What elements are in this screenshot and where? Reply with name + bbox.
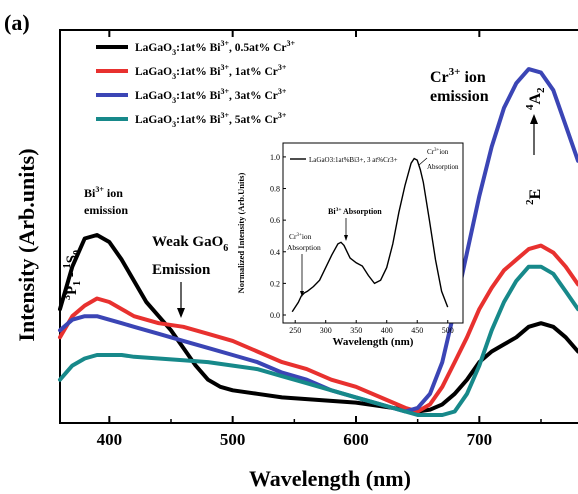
- inset-bi-label: Bi3+ Absorption: [328, 207, 382, 216]
- plot-border: [59, 29, 578, 424]
- panel-label: (a): [4, 10, 30, 35]
- x-tick-label: 500: [220, 430, 246, 449]
- legend-label-1: LaGaO3:1at% Bi3+, 0.5at% Cr3+: [135, 39, 296, 57]
- weak-gao6-label: Weak GaO6: [152, 234, 228, 254]
- inset-x-tick-label: 350: [350, 326, 362, 335]
- inset-y-tick-label: 0.8: [270, 185, 280, 194]
- x-axis-ticks: 400 500 600 700: [97, 30, 542, 449]
- cr-transition-arrowhead: [530, 114, 538, 124]
- inset-x-tick-label: 400: [381, 326, 393, 335]
- x-tick-label: 400: [97, 430, 123, 449]
- inset-y-axis-title: Normalized Intensity (Arb.Units): [236, 173, 246, 294]
- inset-x-axis-ticks: 250 300 350 400 450 500: [289, 320, 454, 335]
- cr-transition-target: 4A2: [524, 87, 547, 110]
- legend-label-2: LaGaO3:1at% Bi3+, 1at% Cr3+: [135, 63, 287, 81]
- inset-series-line: [291, 157, 449, 313]
- weak-emission-arrowhead: [177, 308, 185, 318]
- inset-legend-label: LaGaO3:1at%Bi3+, 3 at%Cr3+: [309, 156, 398, 164]
- y-axis-title: Intensity (Arb.units): [14, 148, 39, 341]
- series-lines: [58, 67, 578, 417]
- inset-y-tick-label: 0.4: [270, 248, 280, 257]
- bi-emission-label: emission: [84, 203, 128, 217]
- cr-transition-label: 2E: [524, 189, 544, 205]
- bi-ion-label: Bi3+ ion: [84, 185, 123, 200]
- inset-frame: [282, 142, 464, 324]
- inset-y-tick-label: 0.6: [270, 216, 280, 225]
- inset-cr-high-label-2: Absorption: [427, 163, 459, 171]
- inset-x-tick-label: 250: [289, 326, 301, 335]
- inset-y-axis-ticks: 0.0 0.2 0.4 0.6 0.8 1.0: [270, 153, 286, 320]
- bi-annotation: 3P1 - 1S0 Bi3+ ion emission: [62, 185, 128, 300]
- inset-cr-low-label-2: Absorption: [287, 243, 321, 252]
- bi-transition-label: 3P1 - 1S0: [62, 250, 83, 300]
- inset-cr-high-arrow: [418, 157, 428, 166]
- inset-x-tick-label: 500: [442, 326, 454, 335]
- weak-emission-label: Emission: [152, 262, 211, 278]
- inset-absorption-chart: 0.0 0.2 0.4 0.6 0.8 1.0 250 300 350 400 450 500 Wa…: [236, 142, 464, 348]
- plot-frame: [59, 29, 578, 424]
- series-line-2: [58, 243, 578, 414]
- cr-ion-label: Cr3+ ion: [430, 66, 486, 86]
- inset-bi-arrowhead: [344, 235, 348, 241]
- inset-y-tick-label: 1.0: [270, 153, 280, 162]
- inset-y-tick-label: 0.2: [270, 279, 280, 288]
- x-tick-label: 700: [467, 430, 493, 449]
- series-line-4: [58, 264, 578, 417]
- cr-emission-label: emission: [430, 88, 489, 105]
- x-tick-label: 600: [343, 430, 369, 449]
- series-line-1: [58, 233, 578, 414]
- inset-y-tick-label: 0.0: [270, 311, 280, 320]
- legend-label-4: LaGaO3:1at% Bi3+, 5at% Cr3+: [135, 111, 287, 129]
- inset-x-axis-title: Wavelength (nm): [333, 336, 414, 348]
- legend: LaGaO3:1at% Bi3+, 0.5at% Cr3+ LaGaO3:1at%…: [96, 39, 296, 129]
- inset-cr-low-arrowhead: [300, 291, 304, 297]
- x-axis-title: Wavelength (nm): [249, 466, 411, 491]
- cr-annotation: Cr3+ ion emission 2E 4A2: [430, 66, 547, 205]
- inset-cr-low-label-1: Cr3+ion: [289, 232, 312, 241]
- weak-gao6-annotation: Weak GaO6 Emission: [152, 234, 228, 318]
- inset-x-tick-label: 450: [411, 326, 423, 335]
- legend-label-3: LaGaO3:1at% Bi3+, 3at% Cr3+: [135, 87, 287, 105]
- inset-cr-high-label-1: Cr3+ion: [427, 148, 449, 156]
- inset-x-tick-label: 300: [320, 326, 332, 335]
